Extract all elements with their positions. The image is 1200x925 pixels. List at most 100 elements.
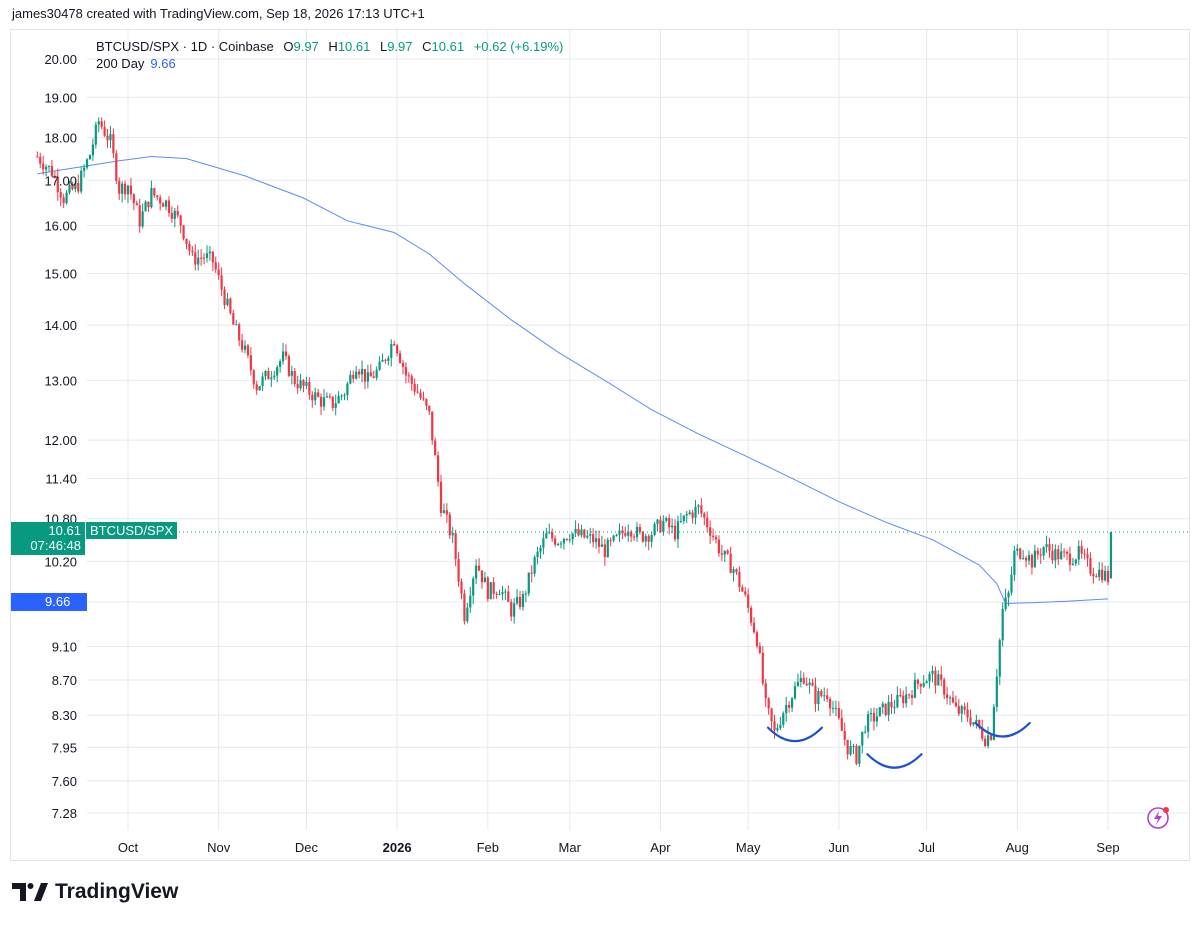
candle-body [1083,553,1086,555]
candle-body [1007,592,1010,598]
candle-body [121,183,124,194]
legend-ma-row: 200 Day 9.66 [96,55,563,72]
candle-body [788,704,791,708]
lightning-bolt-icon[interactable] [1146,806,1170,830]
candle-body [536,551,539,558]
candle-body [597,538,601,547]
candle-body [1101,569,1104,581]
candle-body [138,205,141,227]
candle-body [153,188,156,196]
candle-body [831,708,835,710]
candle-body [726,550,729,554]
candle-body [1045,544,1048,548]
candle-body [1054,549,1057,561]
candle-body [586,535,589,538]
candle-body [551,532,554,539]
candle-body [946,694,949,699]
candle-body [42,163,45,170]
candle-body [325,396,329,398]
candle-body [1071,563,1074,565]
legend-change: +0.62 (+6.19%) [473,39,564,54]
candle-body [793,686,797,699]
legend-low-label: L [379,39,388,54]
candle-body [346,383,349,396]
price-chart[interactable]: 20.00 19.00 18.00 17.00 16.00 15.00 14.00 13.00… [11,30,1189,860]
candle-body [989,735,993,740]
x-tick-label: May [736,840,761,855]
candle-body [928,673,931,682]
candle-body [975,719,978,723]
y-tick-label: 12.00 [44,433,77,448]
chart-legend: BTCUSD/SPX · 1D · Coinbase O9.97 H10.61 … [96,38,563,72]
candle-body [182,225,185,239]
candle-body [644,536,647,542]
candle-body [1092,573,1095,577]
candle-body [319,396,323,407]
candle-body [624,533,627,536]
legend-symbol-row: BTCUSD/SPX · 1D · Coinbase O9.97 H10.61 … [96,38,563,55]
y-tick-label: 14.00 [44,318,77,333]
candle-body [243,345,247,350]
candle-body [299,380,302,389]
candle-body [808,682,811,686]
candle-body [1024,557,1028,561]
candle-body [469,595,472,608]
candle-body [223,289,226,306]
x-tick-label: Dec [295,840,319,855]
candle-body [878,707,881,717]
candle-body [103,127,106,136]
candle-body [518,597,522,608]
candle-body [36,156,39,158]
candle-body [267,370,270,380]
candle-body [694,506,697,518]
candle-body [372,376,375,378]
candle-body [176,210,179,216]
y-tick-label: 7.28 [52,806,77,821]
candle-body [884,703,887,715]
y-tick-label: 17.00 [44,173,77,188]
ma-200-line [37,155,1109,605]
candle-body [764,683,767,699]
y-tick-label: 18.00 [44,131,77,146]
candle-body [1098,569,1101,577]
annotation-arc [866,753,923,769]
candle-body [521,594,525,608]
chart-frame[interactable]: 20.00 19.00 18.00 17.00 16.00 15.00 14.00 13.00… [10,29,1190,861]
y-tick-label: 19.00 [44,90,77,105]
candle-body [656,519,659,524]
candle-body [77,182,80,192]
candle-body [1048,544,1051,551]
candle-body [232,312,235,325]
candle-body [600,544,604,547]
candle-body [723,550,726,555]
candle-body [220,275,223,290]
candle-body [846,739,849,755]
y-tick-label: 20.00 [44,52,77,67]
candle-body [840,718,843,731]
candle-body [1089,557,1092,574]
candle-body [902,695,905,704]
candle-body [662,520,665,532]
legend-ma-value: 9.66 [150,56,176,71]
candle-body [881,703,884,708]
candle-body [618,530,621,535]
y-tick-label: 7.95 [52,740,77,755]
y-tick-label: 13.00 [44,373,77,388]
candle-body [773,721,776,731]
candle-body [711,535,715,537]
candle-body [477,565,481,571]
candle-body [360,369,364,375]
candle-body [147,201,150,208]
candle-body [1030,555,1034,568]
candle-body [676,521,680,540]
y-tick-label: 8.30 [52,708,77,723]
legend-open-label: O [283,39,294,54]
candle-body [486,577,489,600]
candle-body [68,184,71,193]
candle-body [849,746,852,755]
candle-body [264,370,267,377]
candle-body [665,517,668,521]
candle-body [635,527,639,538]
candle-body [776,728,779,731]
candle-body [750,607,753,623]
